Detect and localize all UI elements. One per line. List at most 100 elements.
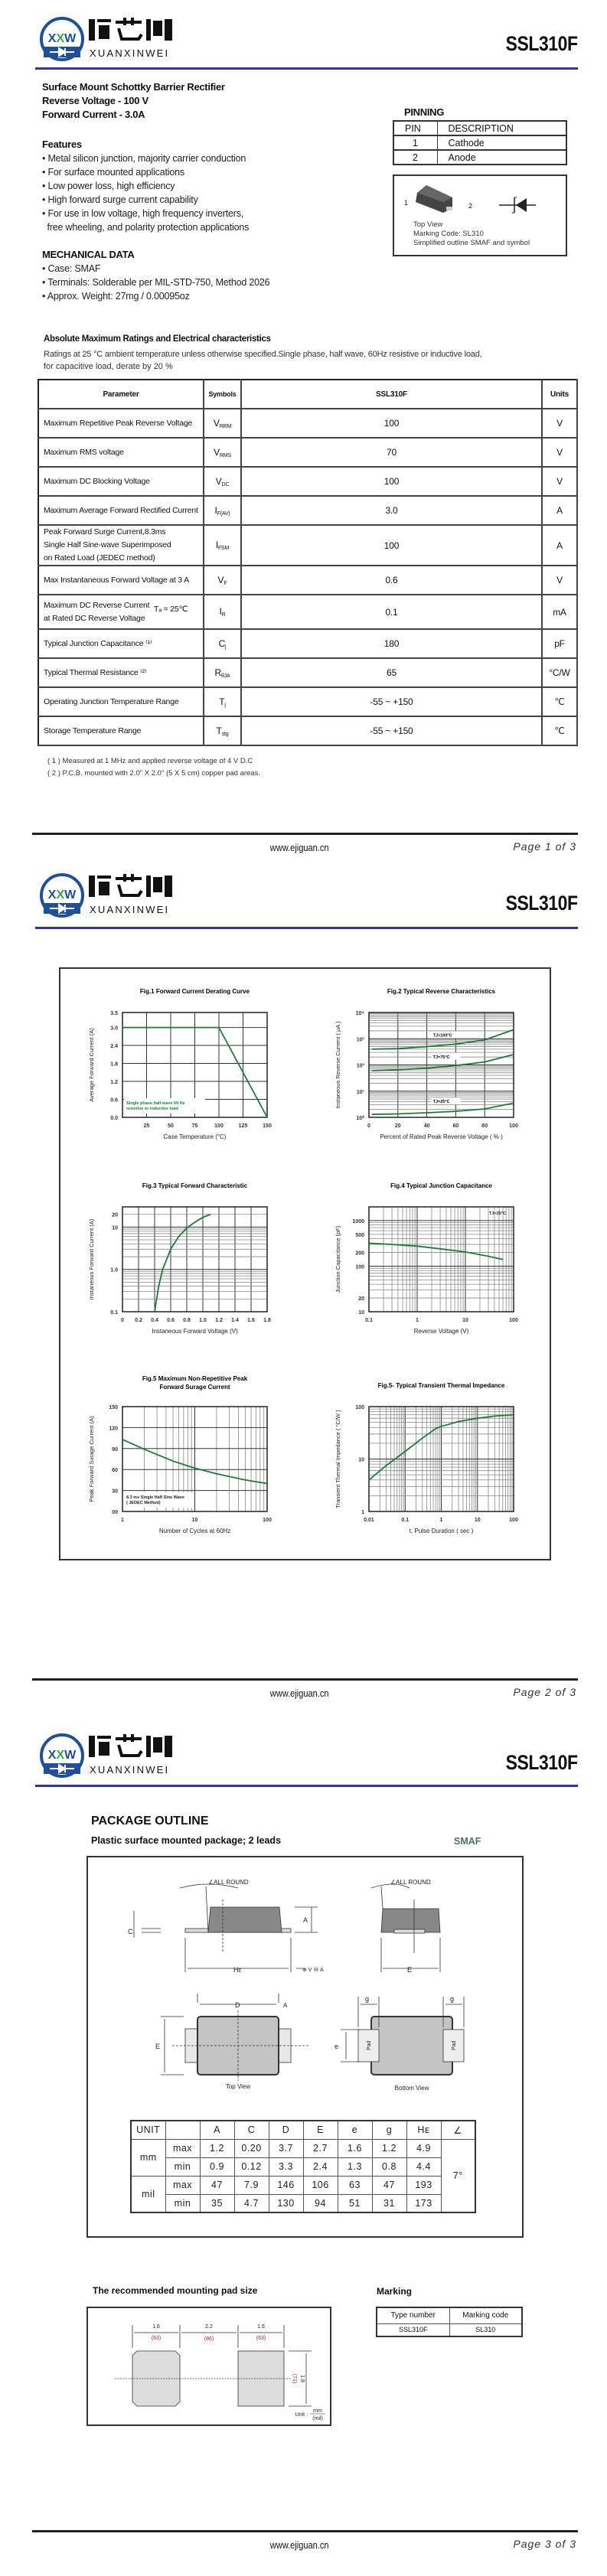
x-tick-label: 10 — [462, 1318, 468, 1323]
pinning-table: PIN DESCRIPTION 1 Cathode 2 Anode — [393, 120, 567, 165]
chart-annotation: Single phase half-wave 60 Hz — [126, 1101, 185, 1106]
dim-cell: 47 — [199, 2175, 235, 2195]
chart-svg: 25 50 75 100 125 150 0.0 0.6 1.2 1.8 2.4 3.0 3.5 Sing… — [88, 988, 272, 1140]
company-logo: XXW XUANXINWEI — [39, 1733, 184, 1779]
x-tick-label: 125 — [239, 1123, 248, 1129]
series-label: TJ=25°C — [433, 1100, 450, 1104]
chart-fig2: 0 20 40 60 80 100 10⁰ 10¹ 10² 10³ 10⁴ TJ=100°C TJ=75… — [304, 979, 556, 1170]
mounting-pad-title: The recommended mounting pad size — [93, 2285, 258, 2296]
dim-header: UNIT — [130, 2120, 166, 2140]
x-tick-label: 0.01 — [364, 1518, 374, 1523]
x-tick-label: 0.6 — [167, 1318, 175, 1323]
marking-header: Type number — [376, 2307, 450, 2324]
series-label-bg — [431, 1097, 461, 1104]
x-tick-label: 50 — [168, 1123, 174, 1129]
unit-cell: mm — [130, 2138, 166, 2177]
reverse-voltage: Reverse Voltage - 100 V — [42, 95, 148, 106]
dim-C-label: C — [128, 1928, 133, 1935]
pin-description: Anode — [436, 149, 567, 165]
dim-cell: 173 — [406, 2193, 442, 2213]
product-summary: Surface Mount Schottky Barrier Rectifier… — [42, 80, 225, 122]
dim-cell: 130 — [268, 2193, 304, 2213]
unit-cell: pF — [541, 628, 578, 659]
unit-mm: mm — [313, 2408, 322, 2414]
annotation-bg — [124, 1098, 205, 1114]
value-cell: 0.6 — [240, 565, 543, 595]
pad-width-mm: 1.6 — [257, 2324, 265, 2330]
param-cell: Storage Temperature Range — [38, 716, 204, 746]
page-1: XXW XUANXINWEI SSL310F Surface Mount Sch… — [0, 0, 607, 859]
x-tick-label: 0.2 — [135, 1318, 142, 1323]
y-tick-label: 10¹ — [357, 1090, 365, 1095]
all-round-label: ∠ALL ROUND — [208, 1879, 249, 1886]
y-tick-label: 200 — [355, 1251, 364, 1257]
page-3: XXW XUANXINWEI SSL310F PACKAGE OUTLINE P… — [0, 1717, 607, 2575]
col-symbols: Symbols — [203, 379, 242, 409]
y-axis-label: Transient Thermal Impedance ( °C/W ) — [335, 1410, 341, 1508]
dim-cell: 146 — [268, 2175, 304, 2195]
x-tick-label: 0.8 — [183, 1318, 191, 1323]
package-outline-box: ∠ALL ROUND ∠ALL ROUND A C HE ⊕ V Ⓜ A E D… — [86, 1856, 524, 2238]
pad-width-mil: (63) — [256, 2336, 266, 2341]
dim-cell: min — [165, 2193, 201, 2213]
unit-cell: ℃ — [541, 686, 578, 717]
dim-cell: 4.4 — [406, 2157, 442, 2177]
svg-text:XXW: XXW — [48, 1749, 77, 1762]
header-divider — [35, 1785, 578, 1787]
all-round-label: ∠ALL ROUND — [390, 1879, 431, 1886]
page-2: XXW XUANXINWEI SSL310F 25 50 75 100 125 150 0.… — [0, 856, 607, 1715]
x-axis-label: Percent of Rated Peak Reverse Voltage ( … — [380, 1133, 503, 1140]
x-tick-label: 0.1 — [365, 1318, 373, 1323]
param-text: at Rated DC Reverse Voltage — [44, 613, 145, 623]
symbol-cell: VRMS — [203, 437, 242, 468]
chart-fig6: 0.01 0.1 1 10 100 1 10 100 Fig.5- Typical Transi… — [304, 1373, 556, 1564]
dim-header: C — [233, 2120, 269, 2140]
y-axis-label: Average Forward Current (A) — [88, 1028, 95, 1102]
pad-gap-mil: (86) — [204, 2336, 214, 2342]
value-cell: 100 — [240, 408, 543, 439]
header-divider — [35, 927, 578, 929]
unit-cell: V — [541, 565, 578, 595]
chart-fig4: 0.1 1 10 100 10 20 100 200 500 1000 TJ=25°C Fig.4 T… — [304, 1173, 556, 1365]
dim-g-label: g — [365, 1995, 369, 2003]
y-tick-label: 90 — [112, 1447, 118, 1453]
company-logo: XXW XUANXINWEI — [39, 16, 184, 62]
x-tick-label: 80 — [481, 1123, 488, 1129]
datum-A-label: A — [283, 2002, 288, 2009]
marking-code: SL310 — [449, 2323, 523, 2337]
type-number: SSL310F — [376, 2323, 450, 2337]
y-tick-label: 100 — [355, 1405, 364, 1410]
x-tick-label: 0 — [367, 1123, 370, 1129]
table-row: Typical Junction Capacitance ⁽¹⁾ Cj 180 pF — [38, 628, 578, 659]
symbol-subscript: DC — [221, 481, 230, 487]
pad-height-mm: 1.8 — [299, 2375, 305, 2382]
dim-HE-label: H — [233, 1966, 239, 1974]
mounting-pad-box: 1.6 (63) 2.2 (86) 1.6 (63) 1.8 (71) Unit… — [86, 2307, 331, 2426]
mech-item: • Terminals: Solderable per MIL-STD-750,… — [42, 277, 270, 288]
footer-divider — [32, 833, 578, 835]
forward-current: Forward Current - 3.0A — [42, 109, 145, 120]
mech-item: • Approx. Weight: 27mg / 0.00095oz — [42, 291, 190, 302]
y-tick-label: 1.8 — [110, 1062, 118, 1068]
plot-frame — [122, 1012, 268, 1118]
part-number: SSL310F — [506, 892, 578, 915]
x-axis-label: Reverse Voltage (V) — [414, 1328, 469, 1335]
table-row: mil max 47 7.9 146 106 63 47 193 — [130, 2175, 475, 2213]
y-axis-label: Junction Capacitance (pF) — [335, 1225, 341, 1293]
y-tick-label: 100 — [355, 1264, 364, 1270]
table-row: Storage Temperature Range Tstg -55 ~ +150 ℃ — [38, 716, 578, 746]
chart-title: Forward Surage Current — [159, 1384, 230, 1391]
part-number: SSL310F — [506, 1751, 578, 1774]
series-label-bg — [431, 1052, 461, 1060]
x-tick-label: 1.2 — [215, 1318, 223, 1323]
symbol-cell: VF — [203, 565, 242, 595]
x-tick-label: 1 — [416, 1318, 419, 1323]
page-number: Page 1 of 3 — [513, 840, 576, 853]
x-tick-label: 60 — [453, 1123, 459, 1129]
dim-HE-sub: E — [239, 1969, 242, 1974]
x-tick-label: 0.1 — [401, 1518, 409, 1523]
footnote: ( 2 ) P.C.B. mounted with 2.0" X 2.0" (5… — [47, 769, 260, 778]
pad-label: Pad — [452, 2040, 457, 2050]
x-tick-label: 25 — [144, 1123, 150, 1129]
brand-name-en: XUANXINWEI — [90, 904, 169, 915]
